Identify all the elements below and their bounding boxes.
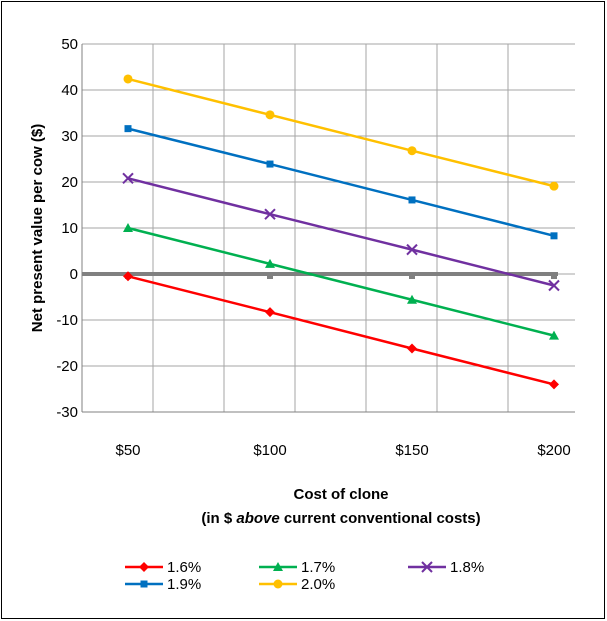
x-axis-title-post: current conventional costs): [280, 510, 481, 527]
legend-label: 1.8%: [450, 559, 484, 576]
data-point: [549, 181, 559, 191]
y-tick-label: -10: [56, 312, 78, 329]
series-1.7%: [123, 223, 559, 340]
series-lines: [122, 74, 560, 390]
data-point: [264, 208, 276, 220]
series-line: [127, 177, 555, 287]
legend-marker: [140, 580, 148, 588]
x-axis-title-emphasis: above: [236, 510, 279, 527]
legend-item: 1.6%: [125, 559, 201, 576]
grid: [81, 43, 575, 413]
series-2.0%: [123, 74, 559, 191]
x-tick-label: $50: [115, 442, 140, 459]
series-1.9%: [124, 125, 558, 240]
series-line: [127, 127, 555, 238]
legend-marker: [273, 562, 283, 571]
data-point: [266, 160, 274, 168]
y-tick-label: 50: [61, 36, 78, 53]
legend-item: 1.9%: [125, 576, 201, 593]
series-1.6%: [123, 271, 559, 390]
data-point: [549, 379, 559, 390]
data-point: [265, 258, 275, 268]
data-point: [406, 243, 418, 256]
y-tick-label: 0: [70, 266, 78, 283]
series-line: [127, 275, 555, 386]
y-tick-label: 10: [61, 220, 78, 237]
legend-label: 1.7%: [301, 559, 335, 576]
data-point: [122, 172, 134, 185]
data-point: [549, 330, 559, 340]
zero-line-tick: [267, 274, 273, 279]
x-axis-title-pre: (in $: [201, 510, 236, 527]
zero-line-tick: [551, 274, 557, 279]
x-axis-title-line1: Cost of clone: [293, 486, 388, 503]
series-1.8%: [122, 172, 560, 292]
legend-label: 1.9%: [167, 576, 201, 593]
y-tick-label: -30: [56, 404, 78, 421]
data-point: [407, 146, 417, 156]
x-tick-label: $200: [537, 442, 570, 459]
legend-item: 2.0%: [259, 576, 335, 593]
legend-marker: [273, 579, 283, 589]
legend-marker: [421, 561, 433, 573]
data-point: [265, 307, 275, 318]
x-tick-label: $150: [395, 442, 428, 459]
y-tick-label: -20: [56, 358, 78, 375]
data-point: [548, 279, 560, 292]
series-line: [127, 226, 555, 337]
data-point: [123, 271, 133, 282]
legend-marker: [139, 562, 149, 572]
x-axis-title-line2: (in $ above current conventional costs): [201, 510, 480, 527]
data-point: [123, 74, 133, 84]
y-tick-label: 20: [61, 174, 78, 191]
series-line: [127, 77, 555, 188]
data-point: [123, 223, 133, 232]
x-axis-ticks: $50 $100 $150 $200: [115, 442, 570, 459]
legend-label: 2.0%: [301, 576, 335, 593]
y-tick-label: 40: [61, 82, 78, 99]
y-axis-title: Net present value per cow ($): [29, 124, 46, 332]
data-point: [265, 110, 275, 120]
data-point: [407, 294, 417, 304]
x-tick-label: $100: [253, 442, 286, 459]
data-point: [407, 343, 417, 354]
legend-item: 1.8%: [408, 559, 484, 576]
legend: 1.6% 1.7% 1.8% 1.9% 2.0%: [125, 559, 484, 593]
data-point: [408, 196, 416, 204]
zero-line-tick: [409, 274, 415, 279]
legend-item: 1.7%: [259, 559, 335, 576]
data-point: [550, 232, 558, 240]
y-axis-ticks: -30 -20 -10 0 10 20 30 40 50: [56, 36, 78, 421]
y-tick-label: 30: [61, 128, 78, 145]
legend-label: 1.6%: [167, 559, 201, 576]
data-point: [124, 125, 132, 133]
